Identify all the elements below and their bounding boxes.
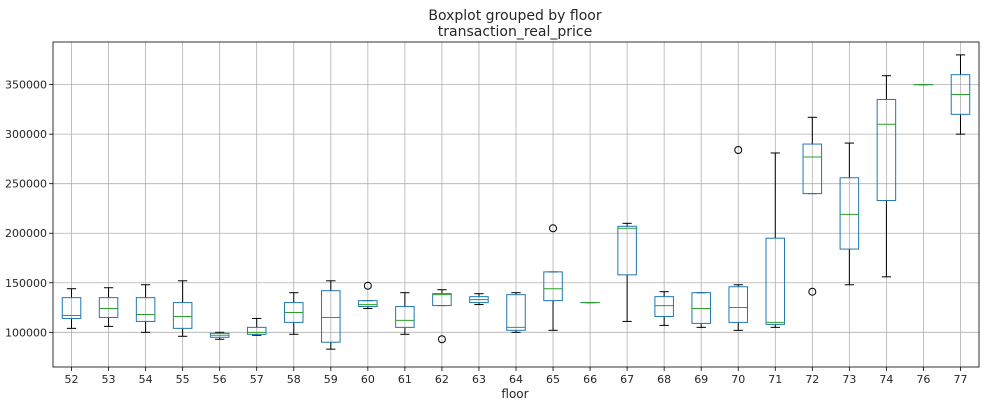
x-tick-label: 72	[805, 373, 819, 386]
box-group-72	[802, 116, 823, 296]
x-axis-ticks: 52 53 54 55 56 57 58 59 60 61 62 63 64 65 66 67 68 69 70 71…	[65, 367, 967, 386]
x-tick-label: 73	[842, 373, 856, 386]
box-group-62	[432, 289, 452, 344]
boxes	[61, 54, 971, 350]
x-tick-label: 56	[213, 373, 227, 386]
box	[654, 296, 674, 317]
x-tick-label: 70	[731, 373, 745, 386]
box-group-60	[358, 281, 378, 310]
x-tick-label: 64	[509, 373, 523, 386]
box-group-70	[728, 146, 748, 331]
box-group-73	[839, 142, 860, 286]
box	[395, 306, 415, 328]
box	[839, 177, 860, 250]
box	[98, 297, 119, 318]
box-group-63	[469, 293, 489, 306]
x-tick-label: 53	[102, 373, 116, 386]
chart-subtitle: transaction_real_price	[438, 24, 592, 40]
y-tick-label: 350000	[5, 79, 47, 92]
y-tick-label: 150000	[5, 277, 47, 290]
x-tick-label: 59	[324, 373, 338, 386]
x-tick-label: 63	[472, 373, 486, 386]
box-group-69	[691, 292, 711, 328]
box-group-53	[98, 287, 119, 327]
box	[61, 297, 82, 319]
outlier-point	[363, 281, 372, 290]
x-tick-label: 55	[176, 373, 190, 386]
x-tick-label: 71	[768, 373, 782, 386]
box-group-68	[654, 291, 674, 326]
x-tick-label: 65	[546, 373, 560, 386]
box-group-58	[284, 292, 304, 335]
x-tick-label: 77	[953, 373, 967, 386]
y-tick-label: 200000	[5, 227, 47, 240]
box	[802, 143, 823, 195]
x-tick-label: 54	[139, 373, 153, 386]
outlier-point	[734, 146, 743, 155]
box-group-55	[172, 280, 193, 337]
y-tick-label: 100000	[5, 326, 47, 339]
box-group-57	[246, 317, 267, 336]
box-group-61	[395, 292, 415, 335]
box-group-74	[876, 75, 897, 278]
x-tick-label: 60	[361, 373, 375, 386]
y-tick-label: 300000	[5, 128, 47, 141]
box	[358, 300, 378, 308]
box	[246, 326, 267, 335]
box-group-64	[506, 292, 526, 333]
outlier-point	[808, 287, 817, 296]
box	[321, 290, 341, 343]
box-group-77	[950, 54, 971, 135]
x-tick-label: 68	[657, 373, 671, 386]
grid-lines	[53, 42, 979, 367]
x-tick-label: 67	[620, 373, 634, 386]
x-tick-label: 74	[879, 373, 893, 386]
chart-title: Boxplot grouped by floor	[428, 8, 601, 24]
x-axis-label: floor	[501, 387, 528, 401]
outlier-point	[549, 224, 558, 233]
box-group-54	[135, 284, 156, 333]
box	[876, 98, 897, 202]
box	[728, 286, 748, 323]
box	[135, 297, 156, 322]
box-group-65	[543, 224, 563, 331]
outlier-point	[437, 335, 446, 344]
box	[432, 293, 452, 307]
x-tick-label: 61	[398, 373, 412, 386]
box-group-56	[209, 331, 230, 340]
box-group-59	[321, 280, 341, 350]
x-tick-label: 66	[583, 373, 597, 386]
x-tick-label: 58	[287, 373, 301, 386]
x-tick-label: 57	[250, 373, 264, 386]
box	[617, 225, 637, 276]
box-group-52	[61, 288, 82, 329]
x-tick-label: 52	[65, 373, 79, 386]
x-tick-label: 69	[694, 373, 708, 386]
x-tick-label: 62	[435, 373, 449, 386]
box-group-71	[765, 152, 786, 328]
box	[765, 237, 786, 325]
box	[506, 294, 526, 331]
box	[172, 302, 193, 329]
x-tick-label: 76	[916, 373, 930, 386]
y-tick-label: 250000	[5, 178, 47, 191]
box-group-67	[617, 222, 637, 322]
y-axis-ticks: 100000 150000 200000 250000 300000 350000	[5, 79, 53, 339]
box	[543, 271, 563, 302]
